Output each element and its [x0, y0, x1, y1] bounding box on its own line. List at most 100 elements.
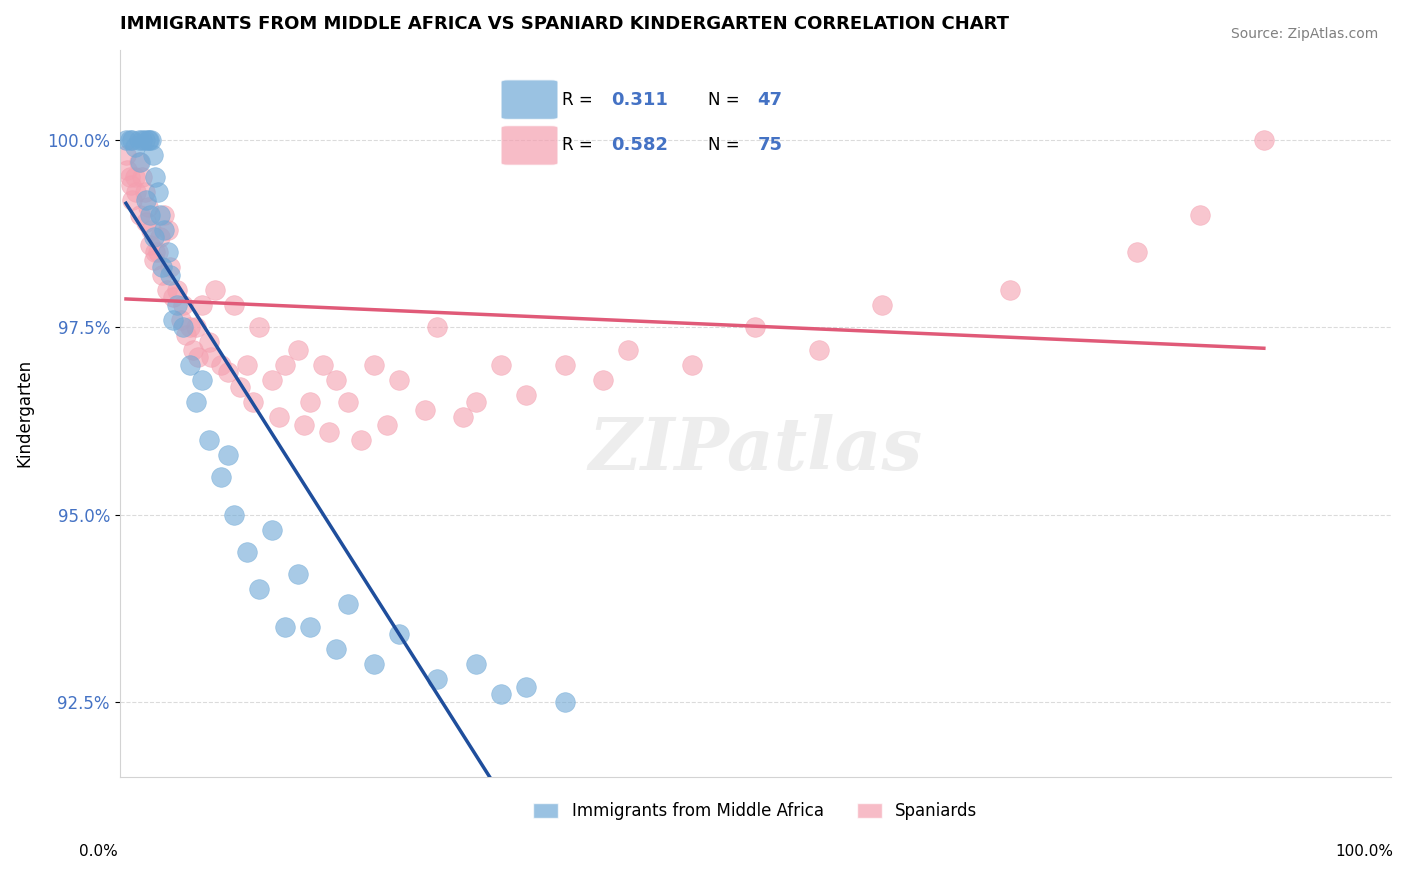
Point — [350, 433, 373, 447]
Point — [120, 178, 142, 192]
Point — [197, 335, 219, 350]
Point — [125, 186, 148, 200]
Point — [325, 373, 347, 387]
Point — [617, 343, 640, 357]
Point — [149, 208, 172, 222]
Point — [325, 642, 347, 657]
Point — [134, 133, 156, 147]
Point — [287, 567, 309, 582]
Point — [249, 320, 271, 334]
Point — [998, 283, 1021, 297]
Point — [141, 133, 163, 147]
Point — [142, 252, 165, 267]
Point — [150, 268, 173, 282]
Point — [363, 657, 385, 672]
Point — [287, 343, 309, 357]
Point — [159, 268, 181, 282]
Point — [267, 410, 290, 425]
Point — [121, 133, 143, 147]
Point — [115, 133, 138, 147]
Point — [388, 373, 411, 387]
Point — [135, 215, 157, 229]
Point — [200, 350, 222, 364]
Point — [118, 170, 141, 185]
Legend: Immigrants from Middle Africa, Spaniards: Immigrants from Middle Africa, Spaniards — [526, 796, 984, 827]
Text: IMMIGRANTS FROM MIDDLE AFRICA VS SPANIARD KINDERGARTEN CORRELATION CHART: IMMIGRANTS FROM MIDDLE AFRICA VS SPANIAR… — [120, 15, 1008, 33]
Point — [134, 186, 156, 200]
Point — [142, 230, 165, 244]
Point — [515, 387, 537, 401]
Point — [139, 208, 162, 222]
Point — [274, 358, 297, 372]
Point — [592, 373, 614, 387]
Point — [143, 245, 166, 260]
Point — [153, 223, 176, 237]
Point — [489, 687, 512, 701]
Point — [235, 358, 257, 372]
Point — [184, 395, 207, 409]
Text: Source: ZipAtlas.com: Source: ZipAtlas.com — [1230, 27, 1378, 41]
Point — [229, 380, 252, 394]
Point — [217, 448, 239, 462]
Point — [153, 208, 176, 222]
Point — [121, 193, 143, 207]
Point — [872, 298, 894, 312]
Point — [489, 358, 512, 372]
Point — [156, 223, 179, 237]
Point — [554, 358, 576, 372]
Point — [146, 245, 169, 260]
Point — [299, 395, 322, 409]
Point — [136, 200, 159, 214]
Point — [179, 320, 201, 334]
Point — [744, 320, 766, 334]
Point — [129, 208, 152, 222]
Point — [426, 320, 449, 334]
Point — [169, 312, 191, 326]
Point — [118, 133, 141, 147]
Point — [1253, 133, 1275, 147]
Text: 0.0%: 0.0% — [79, 845, 118, 859]
Point — [136, 133, 159, 147]
Point — [312, 358, 335, 372]
Point — [128, 133, 150, 147]
Point — [150, 260, 173, 275]
Point — [187, 350, 209, 364]
Point — [554, 695, 576, 709]
Point — [156, 283, 179, 297]
Point — [451, 410, 474, 425]
Point — [138, 133, 160, 147]
Point — [183, 343, 205, 357]
Point — [515, 680, 537, 694]
Point — [363, 358, 385, 372]
Point — [191, 373, 214, 387]
Point — [413, 402, 436, 417]
Point — [235, 545, 257, 559]
Point — [172, 320, 194, 334]
Point — [191, 298, 214, 312]
Point — [292, 417, 315, 432]
Point — [146, 186, 169, 200]
Point — [156, 245, 179, 260]
Point — [249, 582, 271, 597]
Point — [131, 170, 153, 185]
Point — [426, 673, 449, 687]
Point — [131, 133, 153, 147]
Point — [1189, 208, 1212, 222]
Point — [139, 237, 162, 252]
Point — [337, 598, 360, 612]
Point — [337, 395, 360, 409]
Point — [179, 358, 201, 372]
Point — [129, 155, 152, 169]
Point — [184, 320, 207, 334]
Point — [274, 620, 297, 634]
Point — [299, 620, 322, 634]
Point — [149, 230, 172, 244]
Point — [242, 395, 264, 409]
Point — [174, 327, 197, 342]
Point — [209, 358, 232, 372]
Point — [135, 193, 157, 207]
Point — [159, 260, 181, 275]
Point — [162, 312, 184, 326]
Point — [128, 155, 150, 169]
Point — [262, 523, 284, 537]
